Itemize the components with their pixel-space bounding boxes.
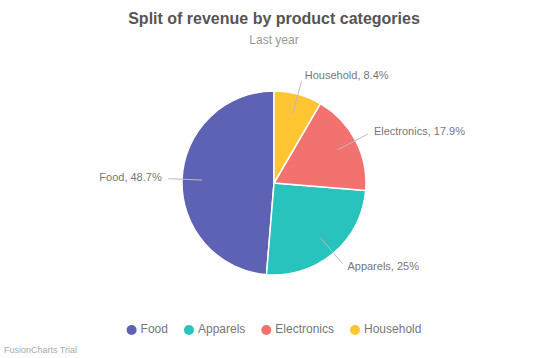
pie <box>182 91 366 275</box>
data-label: Electronics, 17.9% <box>374 125 465 137</box>
legend: Food Apparels Electronics Household <box>127 322 422 336</box>
leader-line <box>338 134 368 150</box>
legend-label: Household <box>364 322 421 336</box>
data-label: Household, 8.4% <box>305 69 389 81</box>
pie-slice <box>182 91 274 275</box>
watermark: FusionCharts Trial <box>4 345 77 355</box>
legend-marker <box>261 325 271 335</box>
legend-label: Apparels <box>198 322 245 336</box>
legend-label: Food <box>141 322 168 336</box>
legend-label: Electronics <box>275 322 334 336</box>
data-label: Apparels, 25% <box>347 260 419 272</box>
data-labels: Food, 48.7% Apparels, 25% Electronics, 17.… <box>99 69 465 272</box>
chart: Split of revenue by product categories La… <box>0 0 548 358</box>
data-label: Food, 48.7% <box>99 171 162 183</box>
background <box>0 0 548 358</box>
leader-line <box>320 238 342 264</box>
subtitle: Last year <box>249 33 298 47</box>
title: Split of revenue by product categories <box>128 10 420 27</box>
legend-marker <box>127 325 137 335</box>
pie-slice <box>274 91 320 183</box>
leader-line <box>293 81 302 114</box>
legend-marker <box>350 325 360 335</box>
leader-line <box>168 179 202 180</box>
legend-marker <box>184 325 194 335</box>
